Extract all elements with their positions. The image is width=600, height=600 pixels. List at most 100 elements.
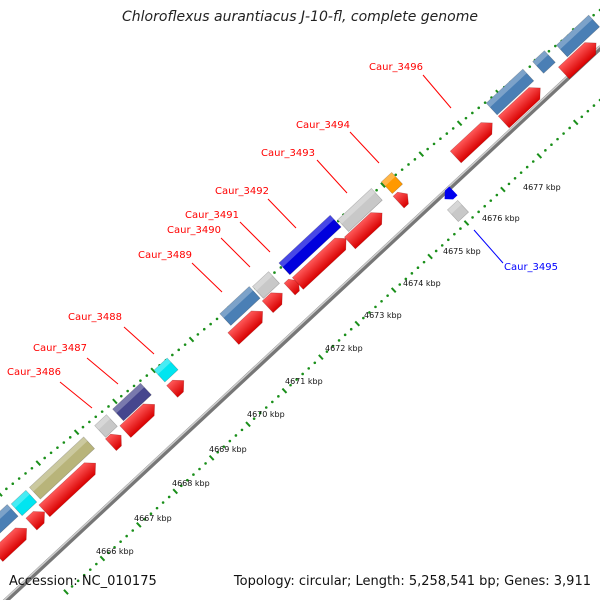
feature-gray-3495b-shine (447, 200, 462, 215)
upper-scale-track-dot (17, 477, 21, 480)
upper-scale-track-dot (24, 472, 27, 475)
upper-scale-track-dot (100, 410, 104, 413)
feature-gray-3486b-group (94, 414, 118, 438)
feature-slate-3487-shine (112, 383, 145, 414)
lower-scale-track-major-tick (208, 454, 215, 461)
lower-scale-track-dot (471, 216, 474, 219)
feature-orange-3494-group (381, 171, 403, 195)
upper-scale-track-dot (132, 384, 136, 388)
lower-scale-track-major-tick (500, 186, 506, 193)
upper-scale-track-dot (426, 147, 429, 151)
cds-arrow-3490 (261, 292, 283, 314)
lower-scale-track-dot (125, 534, 128, 538)
upper-scale-track-dot (273, 271, 276, 274)
feature-blue-3492-group (278, 214, 342, 276)
scale-tick-label: 4674 kbp (403, 279, 441, 288)
lower-scale-track-dot (495, 193, 499, 197)
upper-scale-track-dot (94, 415, 98, 419)
leader-lines (59, 74, 504, 409)
leader-caur-3496 (422, 74, 452, 109)
gene-label-caur-3492: Caur_3492 (215, 186, 269, 197)
feature-khaki-3486-group (29, 436, 95, 500)
lower-scale-track-dot (277, 395, 280, 398)
gene-label-caur-3490: Caur_3490 (167, 225, 221, 236)
feature-slate-3487 (112, 382, 152, 422)
lower-scale-track-dot (307, 367, 311, 370)
lower-scale-track-dot (374, 305, 377, 309)
feature-steelblue-3496b (532, 50, 556, 74)
upper-scale-track-dot (394, 173, 398, 177)
lower-scale-track-dot (301, 372, 304, 376)
feature-slate-3487-group (112, 382, 152, 422)
feature-cyan-3488 (153, 357, 179, 383)
lower-scale-track-major-tick (172, 488, 179, 495)
lower-scale-track-dot (228, 439, 232, 443)
cds-arrow-3496-group (497, 87, 541, 129)
leader-caur-3486 (59, 381, 93, 409)
lower-scale-track-dot (295, 378, 298, 381)
upper-scale-track-dot (43, 456, 46, 460)
lower-scale-track-dot (186, 478, 189, 482)
cds-arrow-3492-group (291, 237, 347, 290)
gene-label-caur-3489: Caur_3489 (138, 250, 192, 261)
upper-scale-track-major-tick (0, 492, 3, 497)
feature-gray-3486b-shine (94, 414, 111, 430)
upper-scale-track-dot (554, 44, 557, 48)
feature-cyan-left (10, 489, 38, 517)
upper-scale-track-dot (279, 266, 283, 269)
upper-scale-track-dot (68, 436, 72, 439)
lower-scale-track-dot (386, 294, 389, 297)
upper-scale-track-dot (183, 343, 187, 346)
feature-steelblue-right-shine (556, 15, 593, 50)
scale-tick-label: 4669 kbp (209, 445, 247, 454)
lower-scale-track-dot (550, 143, 553, 147)
leader-caur-3491 (239, 221, 271, 253)
upper-scale-track-dot (196, 333, 200, 336)
feature-gray-3493 (337, 188, 383, 232)
lower-scale-track-dot (155, 506, 159, 510)
gene-label-caur-3486: Caur_3486 (7, 367, 61, 378)
lower-scale-track-dot (459, 227, 462, 230)
lower-scale-track-dot (440, 244, 444, 247)
feature-steelblue-3489 (219, 286, 261, 326)
leader-caur-3489 (191, 262, 223, 293)
feature-blue-3495-group (444, 186, 458, 200)
lower-scale-track-major-tick (354, 320, 361, 327)
lower-scale-track-dot (404, 277, 408, 281)
cds-arrow-3495-region (449, 122, 493, 164)
cds-arrow-left (0, 527, 27, 562)
cds-arrow-3493 (344, 212, 383, 250)
lower-scale-track-major-tick (390, 287, 397, 293)
lower-scale-track-major-tick (136, 522, 142, 528)
lower-scale-track-major-tick (99, 555, 106, 562)
lower-scale-track-dot (325, 350, 329, 353)
upper-scale-track-dot (119, 394, 123, 398)
lower-scale-track-dot (483, 204, 487, 208)
leader-caur-3492 (267, 198, 297, 229)
leader-caur-3494 (349, 131, 380, 164)
lower-scale-track-dot (513, 176, 517, 180)
lower-scale-track-dot (198, 467, 201, 471)
lower-scale-track-dot (434, 249, 438, 253)
upper-scale-track-dot (592, 13, 595, 17)
feature-orange-3494 (381, 171, 403, 195)
lower-scale-track-dot (416, 266, 420, 270)
feature-steelblue-3496 (485, 68, 535, 116)
genome-backbone-highlight (3, 45, 600, 600)
cds-arrow-3491-group (283, 278, 300, 296)
leader-caur-3488 (123, 326, 155, 355)
upper-scale-track-dot (171, 353, 174, 357)
feature-khaki-3486 (29, 436, 95, 500)
scale-tick-label: 4676 kbp (482, 214, 520, 223)
upper-scale-track-dot (464, 116, 468, 120)
upper-scale-track-dot (62, 441, 66, 444)
lower-scale-track-dot (216, 450, 220, 454)
cds-arrow-3492 (291, 237, 347, 290)
gene-label-caur-3491: Caur_3491 (185, 210, 239, 221)
scale-tick-labels: 4666 kbp 4667 kbp 4668 kbp 4669 kbp 4670 kbp… (96, 183, 561, 556)
upper-scale-track-dot (439, 137, 442, 141)
lower-scale-track-dot (149, 512, 153, 516)
scale-tick-label: 4677 kbp (523, 183, 561, 192)
lower-scale-track-major-tick (427, 253, 433, 260)
lower-scale-track-dot (580, 115, 584, 119)
